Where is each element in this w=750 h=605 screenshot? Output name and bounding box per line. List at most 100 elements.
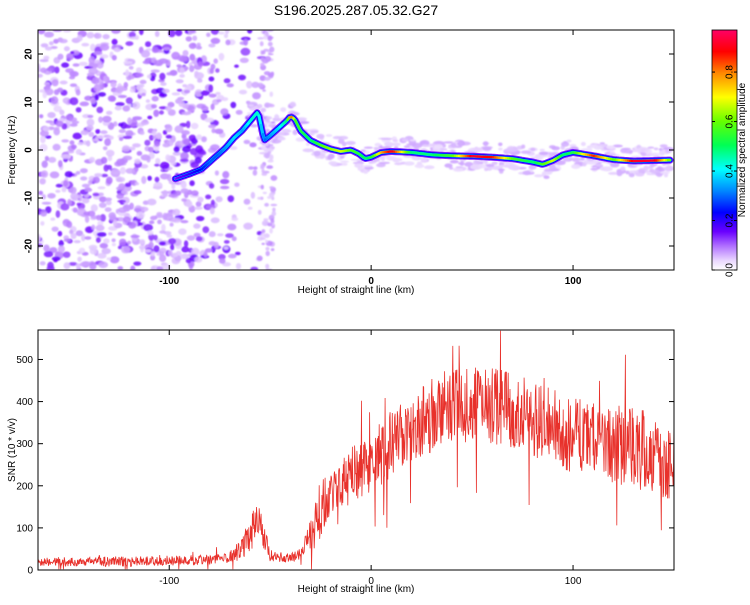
spectrogram-noise-blob bbox=[100, 54, 109, 58]
spectrogram-noise-blob bbox=[73, 133, 82, 140]
spectrogram-noise-blob bbox=[37, 234, 41, 242]
spectrogram-noise-blob bbox=[264, 153, 270, 158]
spectrogram-noise-blob bbox=[126, 97, 133, 104]
spectrogram-noise-blob bbox=[181, 188, 189, 193]
spectrogram-noise-blob bbox=[112, 243, 116, 246]
spectrogram-noise-blob bbox=[63, 180, 68, 187]
spectrogram-noise-blob bbox=[91, 225, 95, 231]
spectrogram-noise-blob bbox=[140, 80, 147, 84]
spectrogram-noise-blob bbox=[239, 90, 247, 95]
spectrogram-noise-blob bbox=[220, 179, 229, 184]
spectrogram-noise-blob bbox=[227, 83, 234, 87]
spectrogram-noise-blob bbox=[89, 63, 99, 67]
spectrogram-noise-blob bbox=[216, 196, 223, 202]
spectrogram-noise-blob bbox=[265, 264, 269, 269]
chart-title: S196.2025.287.05.32.G27 bbox=[274, 2, 438, 18]
spectrogram-noise-blob bbox=[193, 223, 200, 228]
spectrogram-noise-blob bbox=[123, 61, 132, 64]
spectrogram-noise-blob bbox=[103, 238, 109, 244]
spectrogram-noise-blob bbox=[182, 146, 191, 153]
spectrogram-noise-blob bbox=[47, 193, 56, 199]
spectrogram-halo-blob bbox=[571, 164, 580, 169]
spectrogram-noise-blob bbox=[170, 223, 174, 227]
spectrogram-noise-blob bbox=[183, 50, 189, 56]
spectrogram-noise-blob bbox=[171, 52, 180, 60]
spectrogram-noise-blob bbox=[116, 194, 124, 200]
spectrogram-noise-blob bbox=[247, 28, 252, 33]
spectrogram-noise-blob bbox=[43, 245, 49, 252]
spectrogram-halo-blob bbox=[417, 162, 422, 166]
spectrogram-noise-blob bbox=[109, 212, 116, 219]
spectrogram-noise-blob bbox=[118, 123, 124, 127]
spectrogram-noise-blob bbox=[197, 78, 202, 82]
spectrogram-noise-blob bbox=[69, 230, 73, 234]
spectrogram-noise-blob bbox=[219, 258, 226, 264]
spectrogram-noise-blob bbox=[186, 201, 193, 208]
spectrogram-noise-blob bbox=[56, 210, 61, 218]
spectrogram-halo-blob bbox=[659, 150, 665, 155]
spectrogram-noise-blob bbox=[128, 222, 136, 229]
spectrogram-noise-blob bbox=[59, 39, 67, 43]
spectrogram-noise-blob bbox=[224, 246, 229, 249]
spectrogram-halo-blob bbox=[617, 171, 623, 176]
spectrogram-noise-blob bbox=[106, 111, 112, 115]
spectrogram-noise-blob bbox=[192, 36, 197, 41]
spectrogram-noise-blob bbox=[232, 236, 237, 241]
spectrogram-noise-blob bbox=[112, 238, 116, 242]
spectrogram-halo-blob bbox=[572, 157, 582, 161]
spectrogram-noise-blob bbox=[146, 99, 150, 103]
spectrogram-halo-blob bbox=[277, 137, 285, 141]
colorbar-tick-label: 0.4 bbox=[725, 164, 736, 178]
spectrogram-noise-blob bbox=[115, 106, 122, 111]
spectrogram-halo-blob bbox=[544, 175, 550, 179]
spectrogram-noise-blob bbox=[179, 74, 185, 78]
spectrogram-noise-blob bbox=[179, 101, 185, 107]
spectrogram-noise-blob bbox=[77, 142, 84, 145]
spectrogram-noise-blob bbox=[218, 32, 225, 35]
spectrogram-noise-blob bbox=[244, 140, 251, 144]
spectrogram-noise-blob bbox=[261, 168, 264, 173]
spectrogram-noise-blob bbox=[165, 154, 170, 161]
colorbar-label: Normalized spectral amplitude bbox=[737, 82, 748, 217]
spectrogram-noise-blob bbox=[181, 254, 189, 260]
spectrogram-noise-blob bbox=[43, 92, 47, 99]
spectrogram-noise-blob bbox=[80, 176, 87, 180]
spectrogram-noise-blob bbox=[62, 187, 67, 192]
spectrogram-noise-blob bbox=[70, 83, 77, 87]
spectrogram-noise-blob bbox=[250, 267, 258, 272]
spectrogram-noise-blob bbox=[230, 102, 236, 108]
spectrogram-y-tick-label: -10 bbox=[24, 190, 35, 205]
spectrogram-noise-blob bbox=[127, 241, 131, 245]
spectrogram-noise-blob bbox=[252, 92, 261, 99]
spectrogram-halo-blob bbox=[551, 146, 560, 150]
spectrogram-noise-blob bbox=[189, 43, 197, 49]
spectrogram-noise-blob bbox=[272, 211, 277, 216]
spectrogram-noise-blob bbox=[168, 194, 177, 198]
spectrogram-noise-blob bbox=[85, 216, 89, 223]
spectrogram-noise-blob bbox=[125, 130, 133, 137]
spectrogram-halo-blob bbox=[530, 148, 535, 152]
snr-plot-area bbox=[38, 330, 674, 570]
spectrogram-noise-blob bbox=[209, 94, 217, 98]
spectrogram-noise-blob bbox=[151, 104, 157, 108]
spectrogram-noise-blob bbox=[224, 240, 230, 244]
spectrogram-noise-blob bbox=[140, 131, 145, 135]
spectrogram-halo-blob bbox=[274, 115, 279, 119]
spectrogram-noise-blob bbox=[263, 218, 268, 220]
spectrogram-noise-blob bbox=[268, 73, 274, 77]
spectrogram-noise-blob bbox=[191, 123, 199, 129]
spectrogram-halo-blob bbox=[590, 168, 598, 170]
spectrogram-noise-blob bbox=[210, 207, 215, 214]
spectrogram-noise-blob bbox=[224, 34, 228, 39]
spectrogram-noise-blob bbox=[44, 32, 54, 38]
spectrogram-noise-blob bbox=[270, 92, 274, 97]
spectrogram-halo-blob bbox=[380, 156, 385, 162]
spectrogram-noise-blob bbox=[159, 230, 166, 233]
spectrogram-halo-blob bbox=[375, 143, 382, 147]
spectrogram-noise-blob bbox=[70, 97, 79, 105]
spectrogram-noise-blob bbox=[76, 264, 80, 269]
spectrogram-noise-blob bbox=[64, 46, 70, 51]
spectrogram-noise-blob bbox=[104, 165, 109, 172]
spectrogram-noise-blob bbox=[163, 143, 171, 147]
spectrogram-noise-blob bbox=[228, 195, 235, 202]
